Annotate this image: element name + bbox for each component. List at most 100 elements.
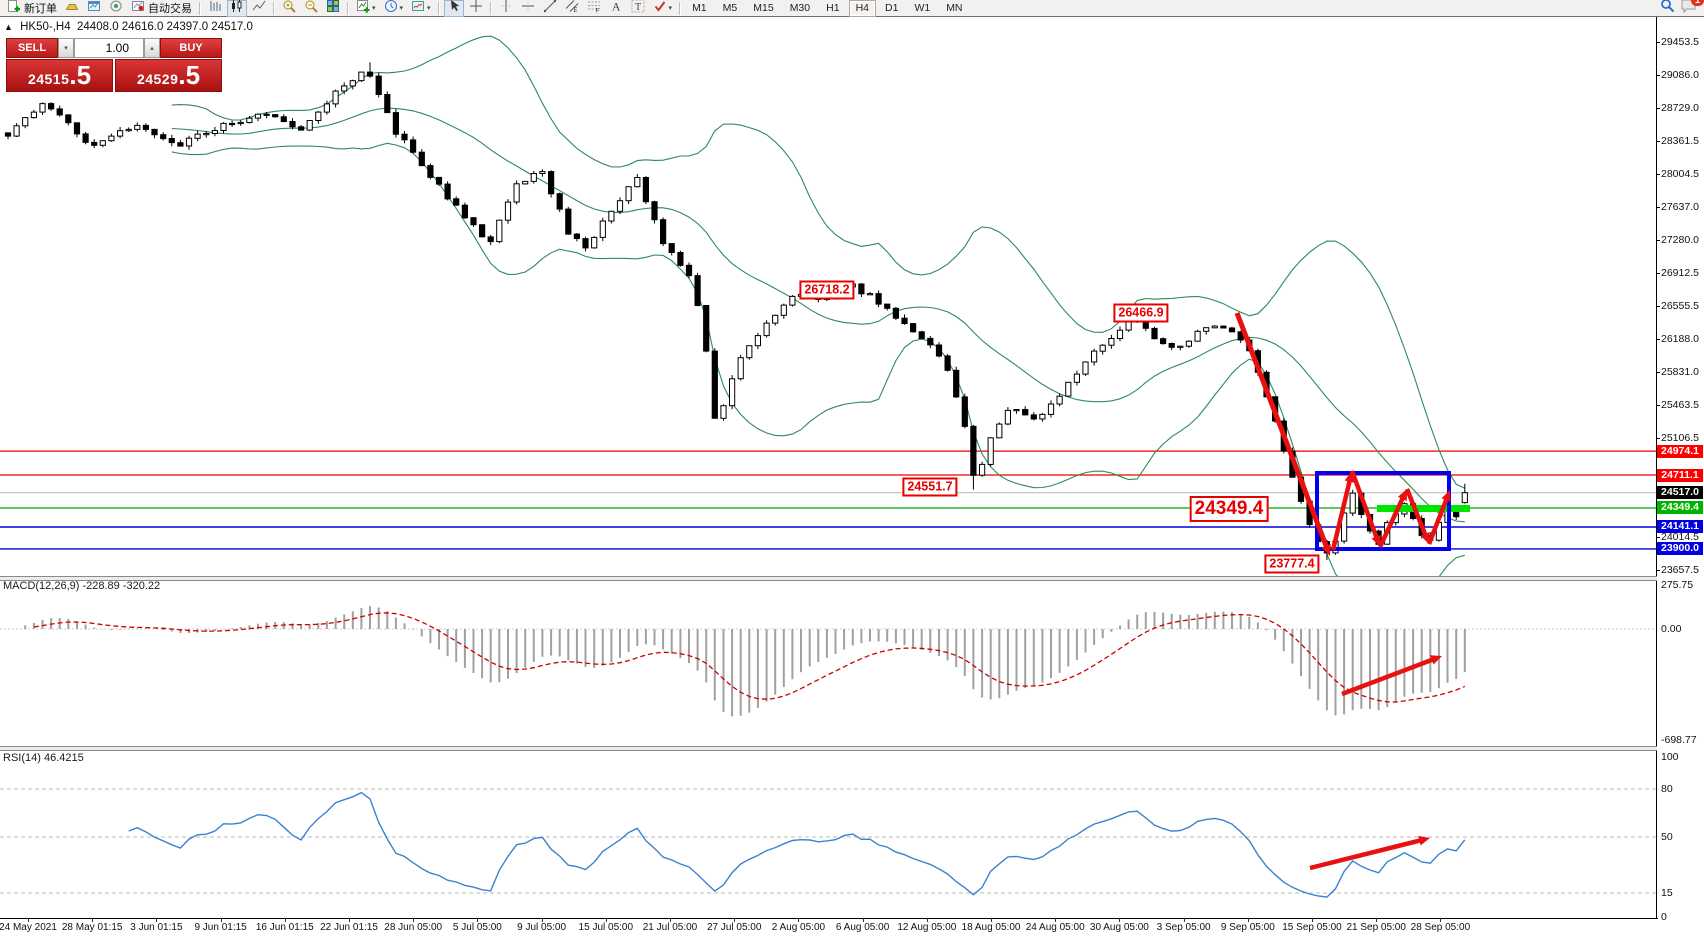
volume-increase-button[interactable]: ▴ [144, 38, 160, 58]
timeframe-toolbar: M1 M5 M15 M30 H1 H4 D1 W1 MN [684, 0, 970, 17]
webphone-button[interactable] [106, 0, 126, 17]
chevron-down-icon: ▾ [372, 5, 376, 12]
notifications-icon[interactable]: 1 [1681, 0, 1704, 18]
bar-chart-button[interactable] [205, 0, 225, 17]
timeframe-m1-button[interactable]: M1 [692, 1, 707, 14]
line-chart-button[interactable] [249, 0, 269, 17]
timeframe-h1-button[interactable]: H1 [826, 1, 840, 14]
time-tick [991, 918, 992, 922]
time-tick [798, 918, 800, 922]
time-tick [1055, 918, 1057, 922]
price-tick-label: 29086.0 [1656, 69, 1699, 82]
time-tick [92, 918, 94, 922]
text-label-button[interactable]: T [628, 0, 648, 17]
cursor-button[interactable] [443, 0, 464, 18]
zoom-out-button[interactable] [301, 0, 321, 17]
templates-button[interactable]: ▾ [408, 0, 434, 17]
sell-button[interactable]: SELL [6, 38, 58, 58]
timeframe-w1-button[interactable]: W1 [914, 1, 931, 14]
price-tick-label: 29453.5 [1656, 36, 1699, 48]
zoom-in-icon [282, 0, 296, 18]
time-tick [541, 918, 543, 922]
webphone-icon [109, 0, 123, 18]
time-axis-label: 5 Jul 05:00 [452, 922, 502, 933]
periods-button[interactable]: ▾ [381, 0, 407, 17]
tile-windows-icon [326, 0, 340, 18]
zoom-in-button[interactable] [279, 0, 299, 17]
price-tick-label: 25463.5 [1656, 399, 1699, 412]
toolbar-separator [679, 1, 682, 15]
time-axis-label: 9 Jun 01:15 [194, 922, 247, 933]
time-axis-label: 22 Jun 01:15 [320, 922, 378, 933]
buy-price-display[interactable]: 24529 .5 [115, 59, 222, 92]
crosshair-button[interactable] [466, 0, 486, 17]
timeframe-d1-button[interactable]: D1 [885, 1, 899, 14]
time-axis-label: 15 Sep 05:00 [1282, 922, 1342, 933]
macd-tick-label: 275.75 [1661, 579, 1694, 592]
zoom-out-icon [304, 0, 318, 18]
price-tick-label: 24014.5 [1656, 531, 1699, 544]
time-tick [734, 918, 736, 922]
time-axis-label: 24 Aug 05:00 [1025, 922, 1085, 933]
price-tick-label: 28729.0 [1656, 102, 1699, 114]
chevron-down-icon: ▾ [427, 5, 431, 12]
main-chart-canvas[interactable] [0, 22, 1656, 576]
time-tick [477, 918, 479, 922]
macd-pane-canvas[interactable] [0, 581, 1656, 746]
text-button[interactable]: A [606, 0, 626, 17]
horizontal-line-button[interactable] [518, 0, 538, 17]
trendline-button[interactable] [540, 0, 560, 17]
autotrading-button[interactable]: 自动交易 [128, 0, 195, 17]
periods-icon [384, 0, 398, 18]
price-callout: 26718.2 [799, 280, 855, 300]
rsi-pane-canvas[interactable] [0, 751, 1656, 918]
buy-button[interactable]: BUY [160, 38, 222, 58]
time-axis-label: 18 Aug 05:00 [961, 922, 1021, 933]
new-order-button[interactable]: 新订单 [4, 0, 60, 17]
vertical-line-icon [499, 0, 513, 18]
arrows-button[interactable]: ▾ [650, 0, 676, 17]
gold-chart-button[interactable] [62, 0, 82, 17]
tile-windows-button[interactable] [323, 0, 343, 17]
time-tick [862, 918, 864, 922]
candlestick-chart-button[interactable] [227, 0, 247, 17]
price-badge: 24517.0 [1657, 486, 1703, 500]
time-axis-label: 12 Aug 05:00 [897, 922, 957, 933]
line-chart-icon [252, 0, 266, 18]
rsi-tick-label: 50 [1661, 831, 1673, 843]
indicators-icon [356, 0, 370, 18]
indicators-button[interactable]: ▾ [353, 0, 379, 17]
timeframe-m15-button[interactable]: M15 [753, 1, 774, 14]
equidistant-channel-button[interactable]: E [562, 0, 582, 17]
macd-tick-label: 0.00 [1661, 623, 1682, 635]
time-axis-label: 16 Jun 01:15 [255, 922, 314, 933]
fibonacci-button[interactable]: F [584, 0, 604, 17]
volume-input[interactable] [74, 38, 144, 58]
timeframe-m5-button[interactable]: M5 [722, 1, 738, 14]
timeframe-h4-button[interactable]: H4 [848, 0, 876, 17]
pane-separator[interactable] [0, 746, 1657, 751]
search-icon[interactable] [1660, 0, 1675, 18]
vertical-line-button[interactable] [496, 0, 516, 17]
time-tick [28, 918, 29, 922]
price-badge: 24711.1 [1657, 468, 1703, 482]
price-tick-label: 26555.5 [1656, 300, 1699, 312]
time-tick [220, 918, 222, 922]
market-watch-button[interactable] [84, 0, 104, 17]
rsi-tick-label: 0 [1661, 911, 1667, 923]
toolbar-separator [273, 1, 275, 15]
timeframe-m30-button[interactable]: M30 [789, 1, 811, 14]
chart-window: ▲ HK50-,H4 24408.0 24616.0 24397.0 24517… [0, 17, 1704, 938]
price-tick-label: 25831.0 [1656, 366, 1699, 378]
pane-separator[interactable] [0, 576, 1657, 581]
chart-info-line: ▲ HK50-,H4 24408.0 24616.0 24397.0 24517… [4, 21, 253, 33]
price-tick-label: 23657.5 [1656, 564, 1699, 576]
timeframe-mn-button[interactable]: MN [946, 1, 963, 14]
arrows-icon [653, 0, 667, 18]
crosshair-icon [469, 0, 483, 18]
collapse-triangle-icon[interactable]: ▲ [4, 22, 13, 32]
volume-decrease-button[interactable]: ▾ [58, 38, 74, 58]
sell-price-display[interactable]: 24515 .5 [6, 59, 113, 92]
cursor-icon [447, 0, 461, 18]
